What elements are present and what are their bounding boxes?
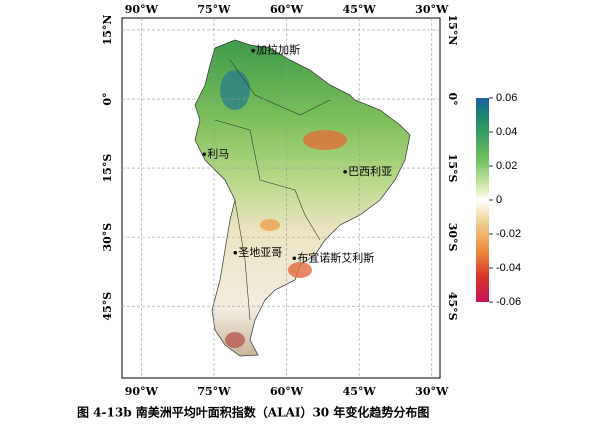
lon-label-top: 60°W: [270, 3, 304, 16]
caption: 图 4-13b 南美洲平均叶面积指数（ALAI）30 年变化趋势分布图: [77, 405, 429, 420]
graticule: [122, 18, 440, 378]
city-label: 圣地亚哥: [238, 246, 282, 259]
city-label: 布宜诺斯艾利斯: [297, 250, 374, 264]
lat-label-right: 15°S: [446, 154, 459, 183]
city-label: 巴西利亚: [348, 165, 392, 178]
city-label: 加拉加斯: [256, 43, 300, 57]
lat-label-left: 30°S: [101, 223, 114, 252]
lat-label-left: 45°S: [101, 292, 114, 321]
colorbar-label: -0.02: [496, 228, 521, 240]
lon-label-bottom: 60°W: [270, 385, 304, 398]
lon-label-top: 90°W: [125, 3, 159, 16]
city-dot: [292, 256, 297, 261]
borders: [214, 59, 331, 321]
lon-label-top: 45°W: [343, 3, 377, 16]
city-dot: [343, 169, 347, 174]
colorbar-label: 0: [496, 194, 502, 206]
lat-label-right: 0°: [446, 92, 459, 105]
lon-label-bottom: 30°W: [415, 385, 449, 398]
lat-label-right: 45°S: [446, 292, 459, 321]
lon-label-top: 30°W: [415, 3, 449, 16]
city-dot: [251, 48, 255, 53]
colorbar-label: -0.06: [496, 296, 521, 308]
colorbar-label: -0.04: [496, 262, 521, 274]
lat-label-left: 15°N: [101, 15, 114, 46]
city-label: 利马: [207, 147, 229, 160]
lon-label-bottom: 45°W: [343, 385, 377, 398]
lat-label-left: 0°: [101, 92, 114, 105]
trend-patches: [220, 70, 347, 348]
lon-label-bottom: 75°W: [197, 385, 231, 398]
lat-label-right: 15°N: [446, 15, 459, 46]
city-dot: [233, 250, 238, 255]
colorbar-label: 0.04: [496, 126, 517, 138]
colorbar: [476, 98, 489, 302]
lon-label-top: 75°W: [197, 3, 231, 16]
lon-label-bottom: 90°W: [125, 385, 159, 398]
colorbar-label: 0.02: [496, 160, 517, 172]
continent: [194, 39, 411, 357]
city-dot: [202, 152, 207, 157]
colorbar-label: 0.06: [496, 92, 517, 104]
lat-label-left: 15°S: [101, 154, 114, 183]
lat-label-right: 30°S: [446, 223, 459, 252]
